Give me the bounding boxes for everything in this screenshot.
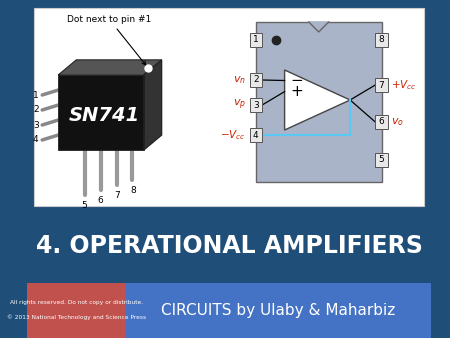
Text: © 2013 National Technology and Science Press: © 2013 National Technology and Science P… (7, 314, 146, 320)
Text: 5: 5 (379, 155, 384, 165)
Polygon shape (288, 78, 346, 122)
Text: $v_o$: $v_o$ (392, 116, 405, 128)
Text: 4: 4 (33, 136, 39, 145)
Text: 2: 2 (33, 105, 39, 115)
Text: −: − (291, 73, 304, 88)
Text: $-V_{cc}$: $-V_{cc}$ (220, 128, 246, 142)
Bar (250, 33, 262, 47)
Text: 6: 6 (97, 196, 103, 205)
Bar (126, 283, 431, 338)
Text: 3: 3 (33, 121, 39, 129)
Text: Dot next to pin #1: Dot next to pin #1 (68, 15, 152, 65)
Bar (250, 73, 262, 87)
Bar (375, 115, 388, 129)
Polygon shape (309, 22, 328, 32)
Text: 3: 3 (253, 100, 259, 110)
Text: 1: 1 (33, 91, 39, 99)
Text: 5: 5 (81, 201, 87, 210)
Text: 4. OPERATIONAL AMPLIFIERS: 4. OPERATIONAL AMPLIFIERS (36, 234, 423, 258)
Text: All rights reserved. Do not copy or distribute.: All rights reserved. Do not copy or dist… (10, 300, 143, 305)
Bar (250, 98, 262, 112)
Text: 7: 7 (379, 80, 384, 90)
Text: 2: 2 (253, 75, 259, 84)
Bar (375, 33, 388, 47)
Text: $v_p$: $v_p$ (233, 98, 246, 112)
Text: 6: 6 (379, 118, 384, 126)
Bar (375, 153, 388, 167)
Text: 8: 8 (130, 186, 136, 195)
Bar (27, 283, 126, 338)
Bar (34, 8, 424, 206)
Bar (375, 78, 388, 92)
Text: SN741: SN741 (69, 106, 140, 125)
Text: 7: 7 (114, 191, 120, 200)
Polygon shape (144, 60, 162, 150)
Text: CIRCUITS by Ulaby & Maharbiz: CIRCUITS by Ulaby & Maharbiz (161, 303, 396, 318)
Text: 8: 8 (379, 35, 384, 45)
Bar (250, 128, 262, 142)
Text: 4: 4 (253, 130, 259, 140)
Text: +: + (291, 84, 304, 99)
Text: $+ V_{cc}$: $+ V_{cc}$ (392, 78, 417, 92)
Text: $v_n$: $v_n$ (233, 74, 246, 86)
Polygon shape (58, 60, 162, 75)
Polygon shape (284, 70, 350, 130)
Bar (256, 22, 382, 182)
Text: 1: 1 (253, 35, 259, 45)
Bar (58, 75, 144, 150)
